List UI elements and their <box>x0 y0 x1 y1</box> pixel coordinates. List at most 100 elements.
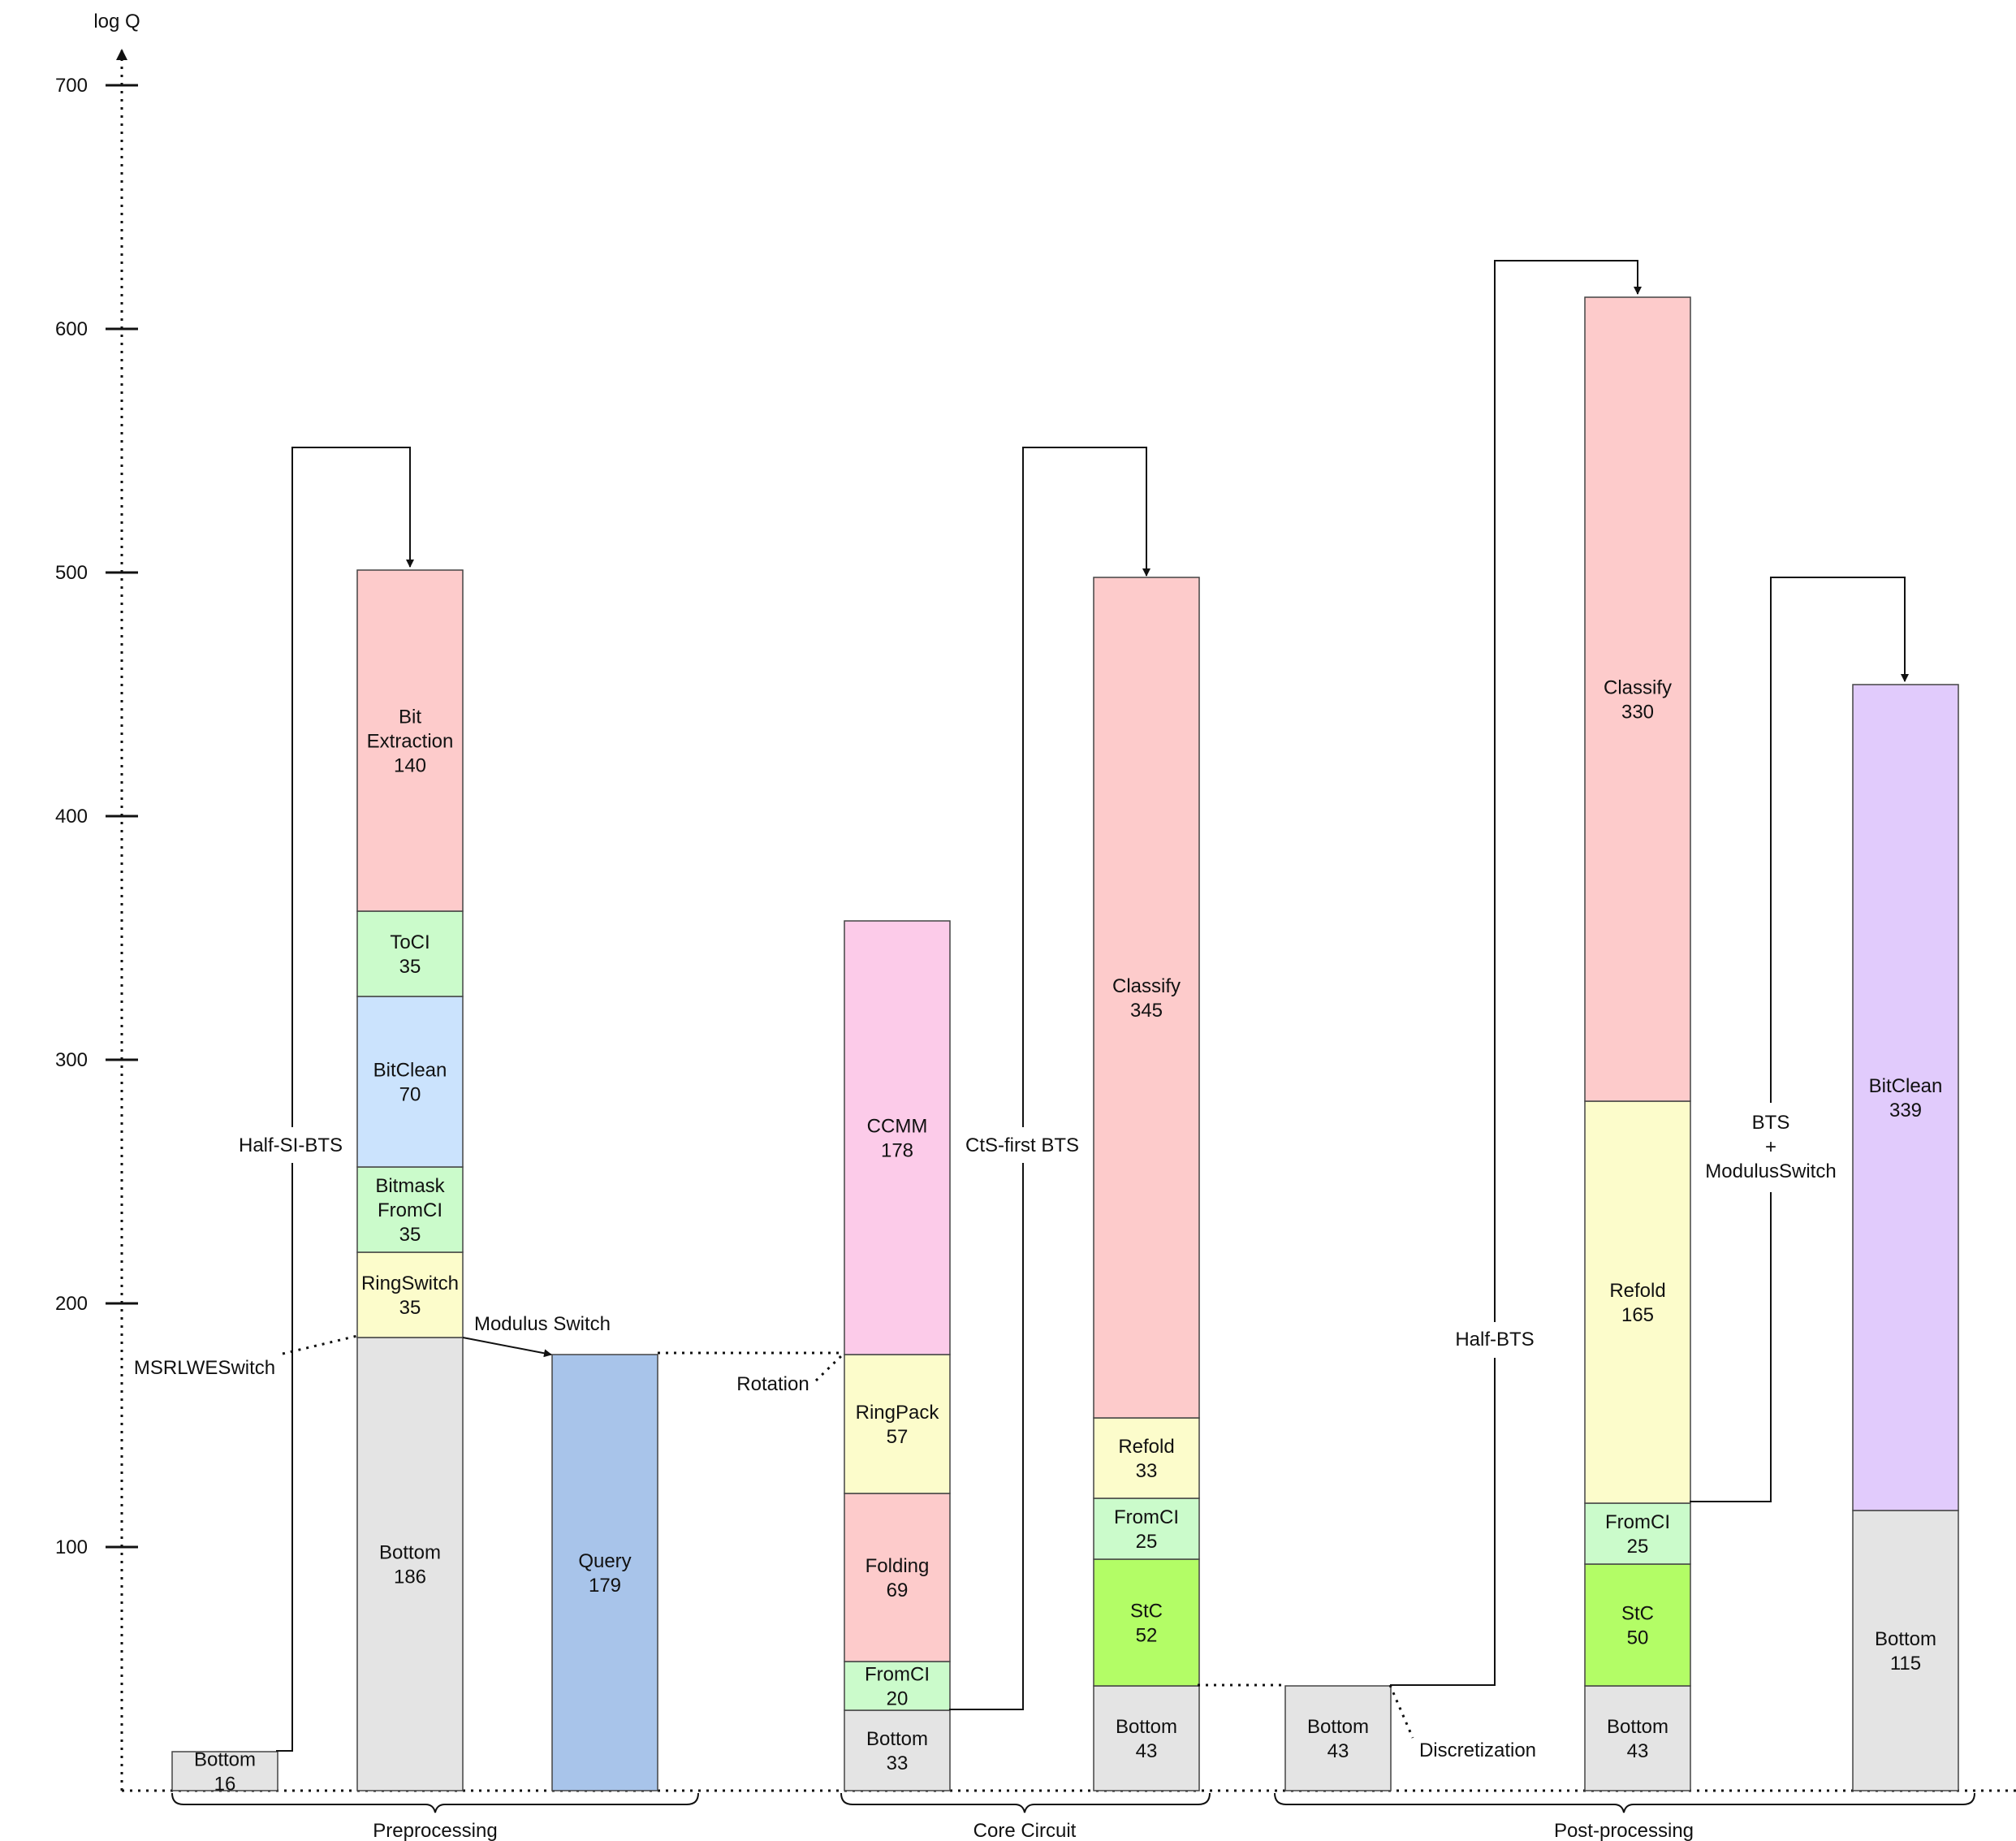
preprocessing-brace <box>171 1792 699 1813</box>
segment-block <box>1093 1685 1200 1791</box>
modulus-switch-label: Modulus Switch <box>474 1313 611 1335</box>
segment-label: BitClean <box>1869 1075 1943 1097</box>
segment-label: Refold <box>1118 1436 1174 1458</box>
axis-tick-label: 700 <box>55 75 88 97</box>
bts-modswitch-arrow <box>1690 577 1909 1502</box>
segment-query: Query 179 <box>551 1354 658 1791</box>
segment-label: 52 <box>1136 1624 1158 1646</box>
msrlwe-switch-link <box>282 1334 358 1355</box>
segment-label: 35 <box>399 956 421 978</box>
segment-block <box>356 1337 464 1791</box>
segment-label: 43 <box>1136 1740 1158 1762</box>
segment-label: 16 <box>214 1773 236 1795</box>
y-axis-arrow-icon <box>116 49 127 60</box>
axis-tick-label: 600 <box>55 318 88 340</box>
stacked-columns: Bottom16Bottom186RingSwitch35BitmaskFrom… <box>171 296 1959 1795</box>
segment-classify: Classify 330 <box>1584 296 1691 1102</box>
segment-label: 345 <box>1130 1000 1163 1022</box>
col-post-2: Bottom 115 BitClean 339 <box>1852 684 1959 1791</box>
segment-bitclean: BitClean 339 <box>1852 684 1959 1511</box>
segment-label: Bottom <box>1607 1716 1668 1738</box>
cts-first-bts-label: CtS-first BTS <box>965 1134 1079 1156</box>
segment-label: 50 <box>1627 1627 1649 1649</box>
segment-block <box>1584 1563 1691 1687</box>
segment-block <box>844 1354 951 1494</box>
segment-folding: Folding 69 <box>844 1493 951 1662</box>
segment-block <box>356 1166 464 1253</box>
phase-labels: Preprocessing Core Circuit Post-processi… <box>373 1820 1694 1841</box>
plus-label: + <box>1765 1136 1776 1158</box>
core-circuit-brace <box>840 1792 1211 1813</box>
segment-block <box>1093 1417 1200 1499</box>
segment-block <box>1093 1558 1200 1687</box>
axis-tick-label: 100 <box>55 1536 88 1558</box>
segment-label: 69 <box>887 1580 909 1601</box>
dotted-links <box>282 1334 1414 1739</box>
connectors <box>276 260 1909 1752</box>
segment-label: 35 <box>399 1224 421 1246</box>
segment-block <box>844 1661 951 1711</box>
axis-tick-label: 400 <box>55 806 88 828</box>
segment-bottom: Bottom 16 <box>171 1748 278 1795</box>
segment-bottom: Bottom 186 <box>356 1337 464 1791</box>
segment-ringswitch: RingSwitch 35 <box>356 1251 464 1338</box>
axis-ticks: 100 200 300 400 500 600 700 <box>55 75 138 1558</box>
segment-label: RingSwitch <box>361 1273 459 1294</box>
segment-label: Classify <box>1604 676 1672 698</box>
segment-block <box>551 1354 658 1791</box>
post-processing-brace <box>1274 1792 1975 1813</box>
segment-label: FromCI <box>1605 1511 1670 1533</box>
phase-core-circuit: Core Circuit <box>973 1820 1077 1841</box>
segment-label: Classify <box>1112 975 1181 997</box>
col-pre-bottom: Bottom 16 <box>171 1748 278 1795</box>
discretization-link <box>1388 1684 1414 1739</box>
segment-label: FromCI <box>865 1663 930 1685</box>
discretization-label: Discretization <box>1419 1739 1536 1761</box>
segment-label: Bit <box>399 706 421 728</box>
segment-label: StC <box>1130 1600 1163 1622</box>
segment-label: 20 <box>887 1688 909 1709</box>
rotation-link <box>814 1351 846 1382</box>
half-si-bts-label: Half-SI-BTS <box>239 1134 343 1156</box>
segment-block <box>356 569 464 912</box>
segment-label: 70 <box>399 1083 421 1105</box>
segment-label: 140 <box>394 754 426 776</box>
phase-braces <box>171 1792 1975 1813</box>
segment-block <box>844 1709 951 1791</box>
bts-modswitch-label-bg <box>1697 1103 1845 1192</box>
segment-label: 165 <box>1621 1304 1654 1326</box>
segment-label: Bottom <box>1875 1628 1936 1650</box>
segment-label: 35 <box>399 1297 421 1319</box>
segment-block <box>171 1751 278 1791</box>
segment-label: 25 <box>1627 1536 1649 1558</box>
segment-fromci: FromCI 25 <box>1584 1502 1691 1565</box>
half-bts-label-bg <box>1447 1322 1544 1358</box>
segment-block <box>844 1493 951 1662</box>
segment-block <box>356 910 464 997</box>
segment-label: Bottom <box>194 1748 256 1770</box>
axis-tick-label: 500 <box>55 562 88 584</box>
phase-post-processing: Post-processing <box>1554 1820 1694 1841</box>
annotations: Half-SI-BTS MSRLWESwitch Modulus Switch … <box>134 1103 1845 1761</box>
msrlwe-switch-label: MSRLWESwitch <box>134 1357 275 1379</box>
segment-label: FromCI <box>378 1199 442 1221</box>
half-bts-label: Half-BTS <box>1455 1329 1534 1350</box>
col-query: Query 179 <box>551 1354 658 1791</box>
segment-block <box>1093 577 1200 1419</box>
bts-label: BTS <box>1752 1112 1790 1134</box>
cts-first-bts-arrow <box>949 447 1150 1710</box>
segment-block <box>1093 1497 1200 1560</box>
segment-label: 179 <box>589 1575 621 1597</box>
segment-label: 25 <box>1136 1531 1158 1553</box>
